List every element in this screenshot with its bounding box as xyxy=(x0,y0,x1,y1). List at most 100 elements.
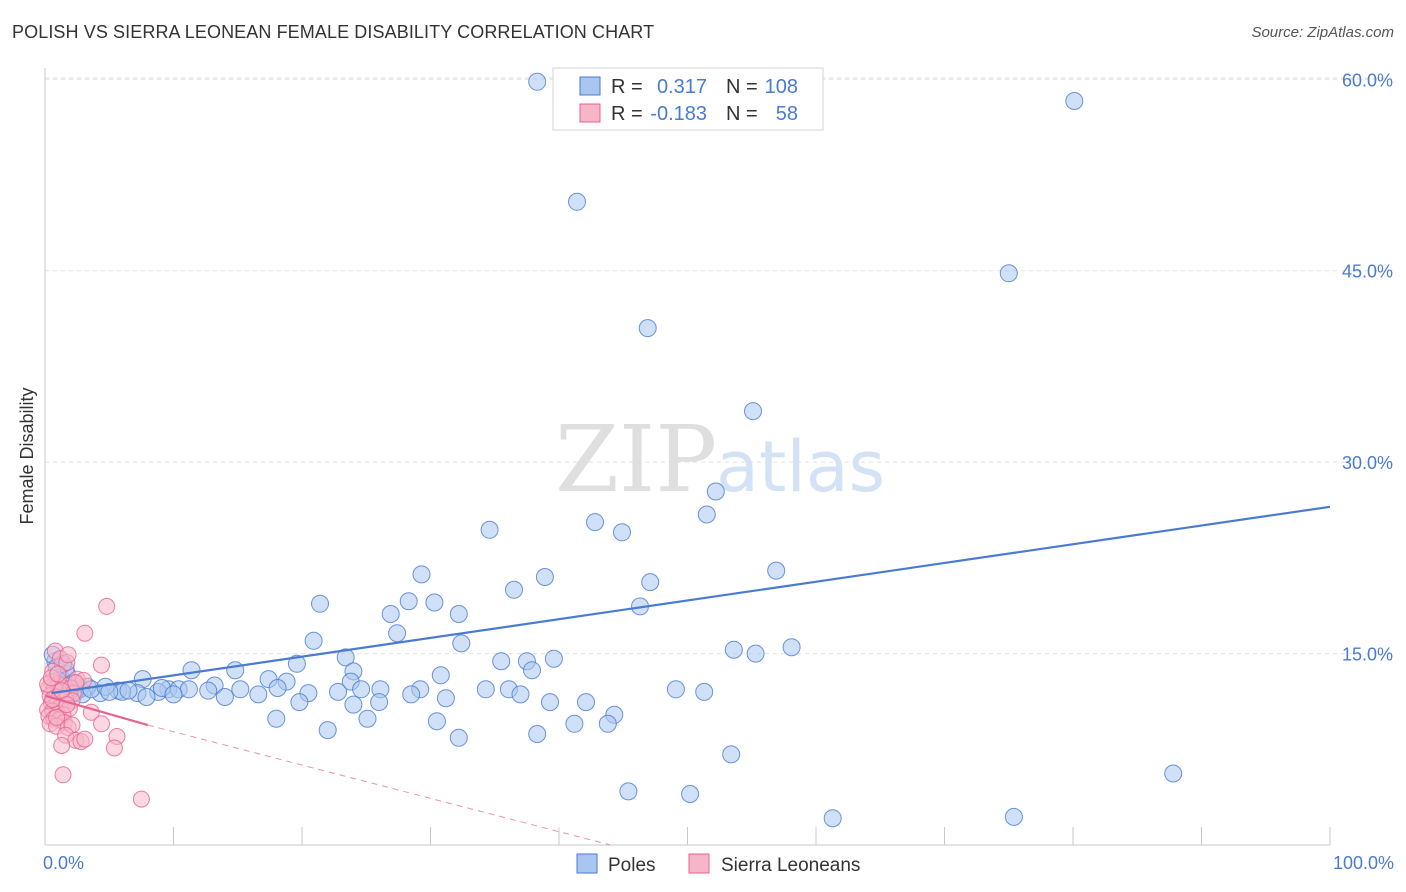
bottom-legend-label-sierra: Sierra Leoneans xyxy=(721,855,860,876)
poles-point-52 xyxy=(231,680,250,699)
y-tick-label-45: 45.0% xyxy=(1342,262,1393,282)
poles-point-34 xyxy=(431,666,450,685)
poles-point-25 xyxy=(782,638,801,657)
bottom-legend-label-poles: Poles xyxy=(608,855,656,876)
poles-point-92 xyxy=(290,693,309,712)
legend-n-label-sierra: N = xyxy=(726,103,758,125)
poles-point-10 xyxy=(613,523,631,542)
poles-point-55 xyxy=(179,680,198,699)
poles-point-101 xyxy=(598,714,617,733)
legend-n-value-poles: 108 xyxy=(765,76,798,98)
poles-point-61 xyxy=(577,693,595,712)
legend-r-value-sierra: -0.183 xyxy=(650,103,707,125)
poles-point-78 xyxy=(100,682,119,701)
gridlines xyxy=(45,77,1392,655)
poles-point-35 xyxy=(523,661,541,680)
poles-point-97 xyxy=(249,685,268,704)
poles-point-18 xyxy=(425,593,444,612)
bottom-legend-swatch-sierra xyxy=(688,853,710,874)
legend-r-value-poles: 0.317 xyxy=(657,76,707,98)
sierra-point-55 xyxy=(54,766,72,784)
poles-point-13 xyxy=(535,568,554,586)
trend-line-sierra-extension xyxy=(147,724,611,846)
poles-point-11 xyxy=(767,561,786,580)
poles-point-106 xyxy=(722,745,741,764)
y-tick-label-15: 15.0% xyxy=(1342,645,1393,665)
poles-point-47 xyxy=(476,680,495,699)
poles-point-17 xyxy=(399,592,418,611)
poles-point-94 xyxy=(370,693,389,712)
sierra-point-57 xyxy=(48,708,66,726)
chart-title: POLISH VS SIERRA LEONEAN FEMALE DISABILI… xyxy=(12,22,655,42)
trend-line-sierra xyxy=(44,694,149,727)
trend-lines xyxy=(44,505,1331,846)
poles-point-104 xyxy=(528,725,547,743)
y-tick-labels: 15.0% 30.0% 45.0% 60.0% xyxy=(1342,70,1393,664)
poles-point-111 xyxy=(1004,807,1023,826)
x-tick-label-max: 100.0% xyxy=(1333,853,1394,873)
poles-point-96 xyxy=(215,688,234,706)
poles-point-79 xyxy=(119,681,138,700)
poles-point-50 xyxy=(695,682,714,701)
poles-point-37 xyxy=(182,661,201,680)
sierra-point-47 xyxy=(67,674,85,692)
watermark: ZIP atlas xyxy=(555,406,885,513)
sierra-point-40 xyxy=(93,715,110,733)
poles-point-20 xyxy=(381,605,400,623)
poles-point-6 xyxy=(706,482,725,501)
poles-point-21 xyxy=(449,605,468,623)
poles-point-27 xyxy=(746,644,765,663)
sierra-point-6 xyxy=(93,656,110,674)
x-tick-label-min: 0.0% xyxy=(43,853,84,873)
poles-point-22 xyxy=(388,624,407,643)
poles-point-49 xyxy=(666,680,685,699)
legend-n-label-poles: N = xyxy=(726,76,758,98)
poles-point-36 xyxy=(226,661,245,680)
sierra-point-46 xyxy=(49,665,67,683)
poles-point-14 xyxy=(641,573,660,592)
poles-point-5 xyxy=(744,402,762,421)
sierra-point-0 xyxy=(98,597,116,615)
poles-point-9 xyxy=(586,513,604,532)
poles-point-28 xyxy=(336,648,355,667)
legend-swatch-sierra xyxy=(579,103,601,123)
y-tick-label-30: 30.0% xyxy=(1342,453,1393,473)
poles-point-8 xyxy=(480,520,499,539)
sierra-point-51 xyxy=(76,730,94,748)
poles-point-58 xyxy=(436,689,455,708)
legend-r-label-poles: R = xyxy=(611,76,643,98)
trend-line-poles xyxy=(51,505,1331,695)
poles-point-108 xyxy=(619,782,638,801)
watermark-zip: ZIP xyxy=(555,406,717,513)
poles-point-45 xyxy=(268,679,287,697)
poles-point-107 xyxy=(1164,764,1183,783)
poles-point-105 xyxy=(449,728,468,747)
poles-point-59 xyxy=(511,685,530,704)
poles-point-93 xyxy=(344,695,363,714)
poles-point-66 xyxy=(164,685,183,704)
sierra-point-52 xyxy=(53,737,71,754)
poles-point-102 xyxy=(565,714,584,733)
poles-point-23 xyxy=(304,631,323,650)
correlation-legend: R = 0.317 N = 108 R = -0.183 N = 58 xyxy=(552,67,824,131)
poles-point-103 xyxy=(318,721,337,740)
y-tick-label-60: 60.0% xyxy=(1342,70,1393,90)
poles-point-26 xyxy=(724,640,743,659)
poles-point-0 xyxy=(528,72,547,91)
poles-point-2 xyxy=(568,192,586,211)
poles-point-24 xyxy=(452,634,471,653)
poles-point-99 xyxy=(358,709,377,728)
poles-point-57 xyxy=(329,682,347,701)
poles-point-100 xyxy=(427,712,446,731)
legend-n-value-sierra: 58 xyxy=(776,103,798,125)
poles-point-1 xyxy=(1065,92,1084,110)
source-label: Source: ZipAtlas.com xyxy=(1251,24,1394,41)
legend-r-label-sierra: R = xyxy=(611,103,643,125)
poles-point-95 xyxy=(402,685,421,704)
series-sierra-leoneans-points xyxy=(39,597,150,808)
poles-point-29 xyxy=(544,649,563,668)
watermark-atlas: atlas xyxy=(716,426,885,508)
poles-point-51 xyxy=(199,681,218,700)
legend-swatch-poles xyxy=(579,76,601,96)
